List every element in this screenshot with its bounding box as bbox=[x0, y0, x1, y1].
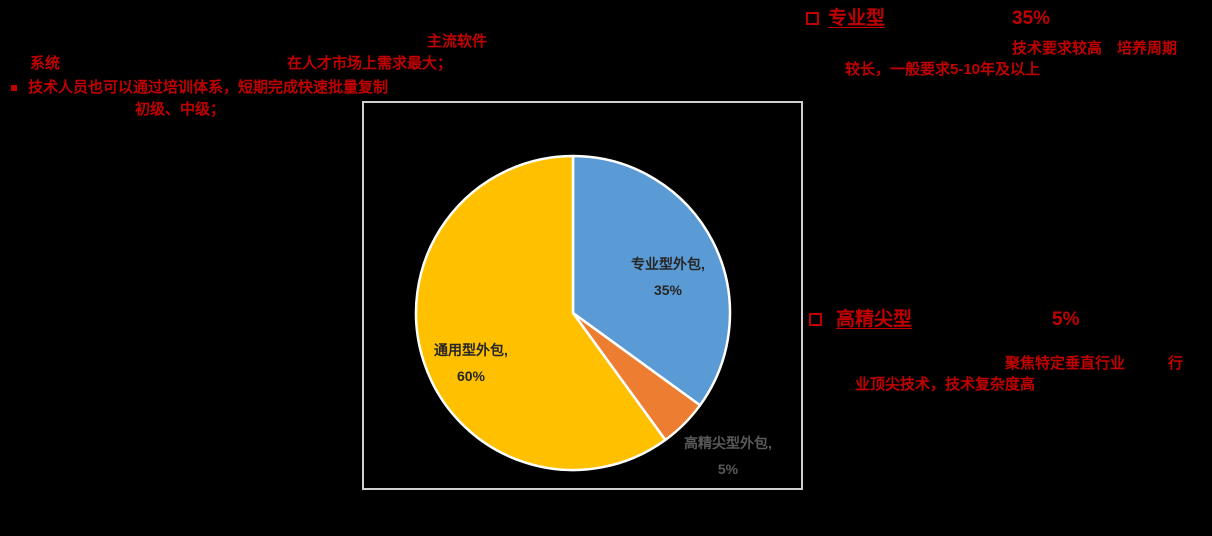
square-bullet-professional-icon bbox=[806, 12, 819, 25]
pie-label-professional-value: 35% bbox=[653, 282, 683, 298]
highend-desc-line2: 业顶尖技术，技术复杂度高 bbox=[855, 376, 1036, 393]
header-professional-title: 专业型 bbox=[828, 8, 886, 29]
pie-label-general-value: 60% bbox=[456, 368, 486, 384]
highend-desc-line1: 聚焦特定垂直行业 bbox=[1005, 355, 1126, 372]
pie-label-highend-value: 5% bbox=[717, 461, 739, 477]
pie-label-general: 通用型外包, 60% bbox=[399, 337, 543, 389]
highend-desc-line1-tail: 行 bbox=[1168, 355, 1184, 372]
annotation-bullet-training: 技术人员也可以通过培训体系，短期完成快速批量复制 bbox=[28, 79, 389, 96]
pie-chart-container: 专业型外包, 35% 通用型外包, 60% 高精尖型外包, 5% bbox=[362, 101, 803, 490]
annotation-mainstream-software: 主流软件 bbox=[427, 33, 488, 50]
pie-slice-professional[interactable] bbox=[571, 154, 732, 407]
pie-slice-general[interactable] bbox=[414, 154, 667, 472]
header-highend-title: 高精尖型 bbox=[836, 309, 913, 330]
pie-label-highend: 高精尖型外包, 5% bbox=[655, 430, 801, 482]
square-bullet-highend-icon bbox=[809, 313, 822, 326]
annotation-training-levels: 初级、中级； bbox=[135, 101, 226, 118]
bullet-square-icon bbox=[11, 85, 17, 91]
pie-chart bbox=[414, 154, 732, 472]
pie-label-professional-name: 专业型外包, bbox=[631, 256, 705, 272]
header-professional-value: 35% bbox=[1012, 8, 1051, 29]
annotation-market-demand: 在人才市场上需求最大； bbox=[287, 55, 453, 72]
pie-label-highend-name: 高精尖型外包, bbox=[684, 435, 772, 451]
annotation-system: 系统 bbox=[30, 55, 61, 72]
professional-desc-line2: 较长，一般要求5-10年及以上 bbox=[845, 61, 1041, 78]
header-highend-value: 5% bbox=[1052, 309, 1080, 330]
pie-label-general-name: 通用型外包, bbox=[434, 342, 508, 358]
professional-desc-line1: 技术要求较高 培养周期 bbox=[1012, 40, 1178, 57]
pie-label-professional: 专业型外包, 35% bbox=[596, 251, 740, 303]
